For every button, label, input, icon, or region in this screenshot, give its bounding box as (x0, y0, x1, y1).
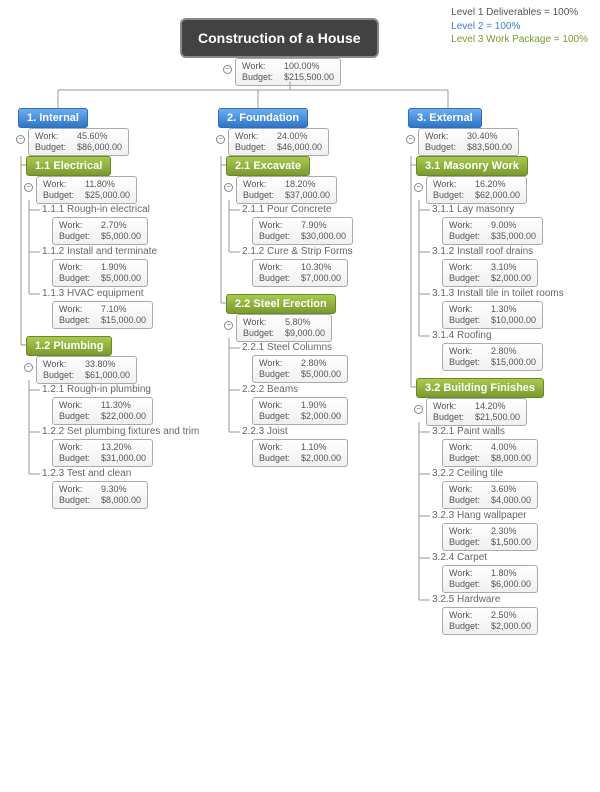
level3-title: 2.2.2 Beams (242, 384, 298, 395)
level2-header: 3.2 Building Finishes (416, 378, 544, 398)
level3-title: 3.2.5 Hardware (432, 594, 500, 605)
level3-detail: Work:1.90%Budget:$5,000.00 (52, 259, 148, 287)
level3-detail: Work:2.80%Budget:$5,000.00 (252, 355, 348, 383)
level3-title: 3.2.1 Paint walls (432, 426, 505, 437)
collapse-icon[interactable]: − (406, 135, 415, 144)
level3-detail: Work:1.30%Budget:$10,000.00 (442, 301, 543, 329)
level3-detail: Work:10.30%Budget:$7,000.00 (252, 259, 348, 287)
level3-title: 3.2.2 Ceiling tile (432, 468, 503, 479)
level3-detail: Work:11.30%Budget:$22,000.00 (52, 397, 153, 425)
level2-header: 2.1 Excavate (226, 156, 310, 176)
level3-title: 2.1.1 Pour Concrete (242, 204, 332, 215)
level2-header: 3.1 Masonry Work (416, 156, 528, 176)
level3-detail: Work:9.00%Budget:$35,000.00 (442, 217, 543, 245)
level3-title: 1.2.3 Test and clean (42, 468, 131, 479)
level3-title: 2.2.3 Joist (242, 426, 288, 437)
root-detail: Work:100.00%Budget:$215,500.00 (235, 58, 341, 86)
level1-detail-internal: Work:45.60%Budget:$86,000.00 (28, 128, 129, 156)
collapse-icon[interactable]: − (414, 183, 423, 192)
collapse-icon[interactable]: − (24, 183, 33, 192)
level3-title: 1.1.2 Install and terminate (42, 246, 157, 257)
legend: Level 1 Deliverables = 100%Level 2 = 100… (451, 6, 588, 47)
level3-title: 3.1.4 Roofing (432, 330, 492, 341)
level3-detail: Work:2.50%Budget:$2,000.00 (442, 607, 538, 635)
level3-title: 3.1.3 Install tile in toilet rooms (432, 288, 564, 299)
level3-title: 1.2.2 Set plumbing fixtures and trim (42, 426, 199, 437)
level2-detail: Work:14.20%Budget:$21,500.00 (426, 398, 527, 426)
level1-header-internal: 1. Internal (18, 108, 88, 128)
level3-detail: Work:7.10%Budget:$15,000.00 (52, 301, 153, 329)
level3-title: 3.2.3 Hang wallpaper (432, 510, 527, 521)
level3-detail: Work:7.90%Budget:$30,000.00 (252, 217, 353, 245)
legend-level3: Level 3 Work Package = 100% (451, 33, 588, 47)
level3-title: 3.1.1 Lay masonry (432, 204, 514, 215)
collapse-icon[interactable]: − (224, 321, 233, 330)
level3-detail: Work:3.10%Budget:$2,000.00 (442, 259, 538, 287)
level1-header-foundation: 2. Foundation (218, 108, 308, 128)
level3-detail: Work:2.30%Budget:$1,500.00 (442, 523, 538, 551)
level2-header: 1.1 Electrical (26, 156, 111, 176)
level1-header-external: 3. External (408, 108, 482, 128)
level3-title: 1.2.1 Rough-in plumbing (42, 384, 151, 395)
collapse-icon[interactable]: − (224, 183, 233, 192)
level2-detail: Work:18.20%Budget:$37,000.00 (236, 176, 337, 204)
root-node: Construction of a House (180, 18, 379, 58)
level3-title: 2.2.1 Steel Columns (242, 342, 332, 353)
level2-header: 1.2 Plumbing (26, 336, 112, 356)
level2-detail: Work:5.80%Budget:$9,000.00 (236, 314, 332, 342)
collapse-icon[interactable]: − (414, 405, 423, 414)
level3-detail: Work:2.70%Budget:$5,000.00 (52, 217, 148, 245)
level1-detail-foundation: Work:24.00%Budget:$46,000.00 (228, 128, 329, 156)
level3-title: 1.1.3 HVAC equipment (42, 288, 144, 299)
level3-detail: Work:1.90%Budget:$2,000.00 (252, 397, 348, 425)
level2-detail: Work:33.80%Budget:$61,000.00 (36, 356, 137, 384)
level3-detail: Work:4.00%Budget:$8,000.00 (442, 439, 538, 467)
collapse-icon[interactable]: − (24, 363, 33, 372)
level1-detail-external: Work:30.40%Budget:$83,500.00 (418, 128, 519, 156)
collapse-icon[interactable]: − (16, 135, 25, 144)
level2-header: 2.2 Steel Erection (226, 294, 336, 314)
level3-title: 2.1.2 Cure & Strip Forms (242, 246, 353, 257)
collapse-icon[interactable]: − (223, 65, 232, 74)
level3-detail: Work:13.20%Budget:$31,000.00 (52, 439, 153, 467)
level2-detail: Work:16.20%Budget:$62,000.00 (426, 176, 527, 204)
level3-detail: Work:1.80%Budget:$6,000.00 (442, 565, 538, 593)
level3-title: 3.1.2 Install roof drains (432, 246, 533, 257)
level3-title: 3.2.4 Carpet (432, 552, 487, 563)
level3-detail: Work:2.80%Budget:$15,000.00 (442, 343, 543, 371)
legend-level1: Level 1 Deliverables = 100% (451, 6, 588, 20)
level3-detail: Work:3.60%Budget:$4,000.00 (442, 481, 538, 509)
level3-detail: Work:1.10%Budget:$2,000.00 (252, 439, 348, 467)
level3-title: 1.1.1 Rough-in electrical (42, 204, 150, 215)
legend-level2: Level 2 = 100% (451, 20, 588, 34)
level2-detail: Work:11.80%Budget:$25,000.00 (36, 176, 137, 204)
level3-detail: Work:9.30%Budget:$8,000.00 (52, 481, 148, 509)
collapse-icon[interactable]: − (216, 135, 225, 144)
